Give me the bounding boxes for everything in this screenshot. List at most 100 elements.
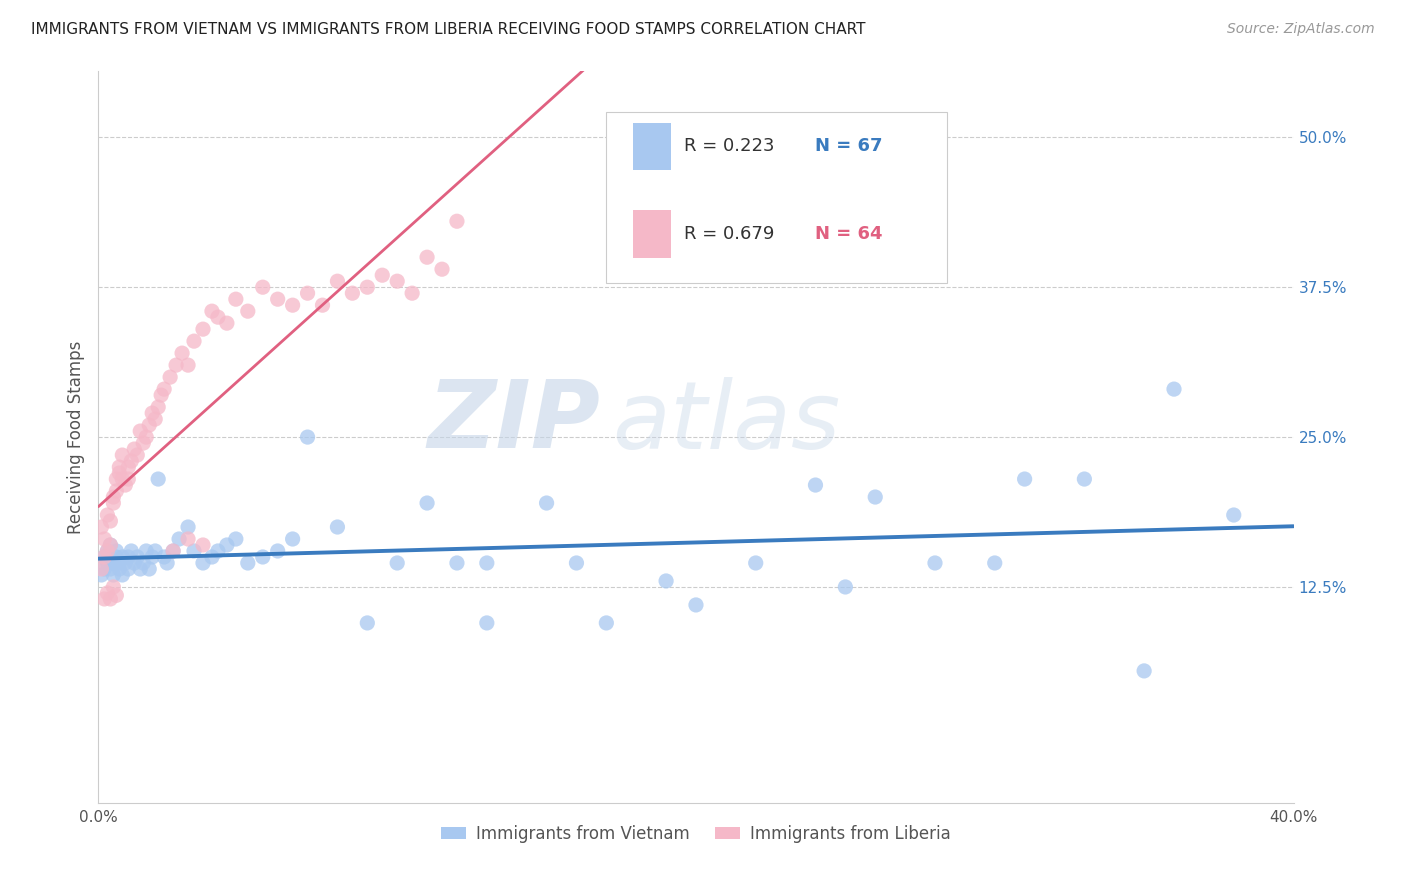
Point (236, 304, 259, 318)
Point (117, 549, 139, 564)
Point (156, 556, 179, 570)
Point (162, 544, 184, 558)
Point (132, 436, 155, 450)
Point (103, 490, 125, 504)
Point (252, 549, 274, 564)
Point (90, 562, 112, 576)
Text: N = 64: N = 64 (815, 225, 883, 244)
Point (96, 556, 118, 570)
Point (93, 562, 115, 576)
FancyBboxPatch shape (606, 112, 948, 284)
Text: R = 0.223: R = 0.223 (685, 137, 775, 155)
Point (924, 556, 946, 570)
Point (326, 274, 349, 288)
Point (804, 478, 827, 492)
Point (103, 580, 125, 594)
Point (124, 442, 146, 456)
Point (191, 322, 214, 336)
Point (267, 292, 290, 306)
Point (595, 615, 617, 630)
Point (153, 382, 176, 396)
Point (475, 556, 498, 570)
Point (98, 562, 122, 576)
Point (1073, 472, 1095, 486)
Text: Source: ZipAtlas.com: Source: ZipAtlas.com (1227, 22, 1375, 37)
Point (565, 556, 588, 570)
Point (108, 562, 131, 576)
Point (159, 370, 181, 384)
Point (446, 214, 468, 228)
Point (191, 538, 214, 552)
Point (143, 544, 166, 558)
Point (98, 591, 122, 606)
Point (141, 406, 163, 420)
Y-axis label: Receiving Food Stamps: Receiving Food Stamps (66, 341, 84, 533)
Point (685, 598, 707, 612)
Text: atlas: atlas (613, 377, 841, 468)
Point (98, 538, 122, 552)
Point (446, 556, 468, 570)
Point (117, 562, 139, 576)
Point (98, 538, 122, 552)
Point (371, 268, 394, 283)
Point (111, 549, 134, 564)
Point (201, 549, 224, 564)
Point (96, 586, 118, 600)
Point (401, 286, 423, 301)
Point (111, 448, 134, 462)
Point (385, 556, 409, 570)
Point (356, 280, 378, 294)
Point (143, 412, 166, 426)
Text: ZIP: ZIP (427, 376, 600, 468)
Point (177, 358, 200, 372)
Point (416, 250, 439, 264)
Point (103, 496, 125, 510)
FancyBboxPatch shape (633, 122, 671, 170)
Point (93, 549, 115, 564)
Point (103, 568, 125, 582)
Point (138, 562, 160, 576)
Point (117, 460, 139, 475)
Point (108, 466, 131, 480)
Point (225, 532, 247, 546)
Point (1014, 472, 1036, 486)
Point (150, 388, 173, 402)
Point (129, 562, 152, 576)
Point (311, 298, 333, 312)
Point (430, 262, 453, 277)
Point (103, 556, 125, 570)
Point (117, 472, 139, 486)
Point (90, 568, 112, 582)
Point (93, 549, 115, 564)
Point (236, 556, 259, 570)
Point (105, 549, 128, 564)
Point (148, 400, 170, 414)
Point (183, 544, 205, 558)
Point (655, 574, 678, 588)
Point (132, 556, 155, 570)
Point (177, 532, 200, 546)
Text: R = 0.679: R = 0.679 (685, 225, 775, 244)
Point (281, 298, 304, 312)
Point (108, 556, 131, 570)
Point (93, 532, 115, 546)
Point (108, 460, 131, 475)
Text: IMMIGRANTS FROM VIETNAM VS IMMIGRANTS FROM LIBERIA RECEIVING FOOD STAMPS CORRELA: IMMIGRANTS FROM VIETNAM VS IMMIGRANTS FR… (31, 22, 866, 37)
Point (135, 430, 157, 444)
Point (536, 496, 558, 510)
Point (111, 568, 134, 582)
Point (167, 532, 190, 546)
Point (215, 538, 238, 552)
Point (326, 520, 349, 534)
Point (105, 472, 128, 486)
Point (416, 496, 439, 510)
Point (1163, 382, 1185, 396)
Point (98, 514, 122, 528)
Point (114, 478, 136, 492)
Point (865, 490, 887, 504)
Point (342, 286, 364, 301)
Point (124, 556, 146, 570)
Point (834, 580, 856, 594)
Point (281, 532, 304, 546)
Point (215, 316, 238, 330)
